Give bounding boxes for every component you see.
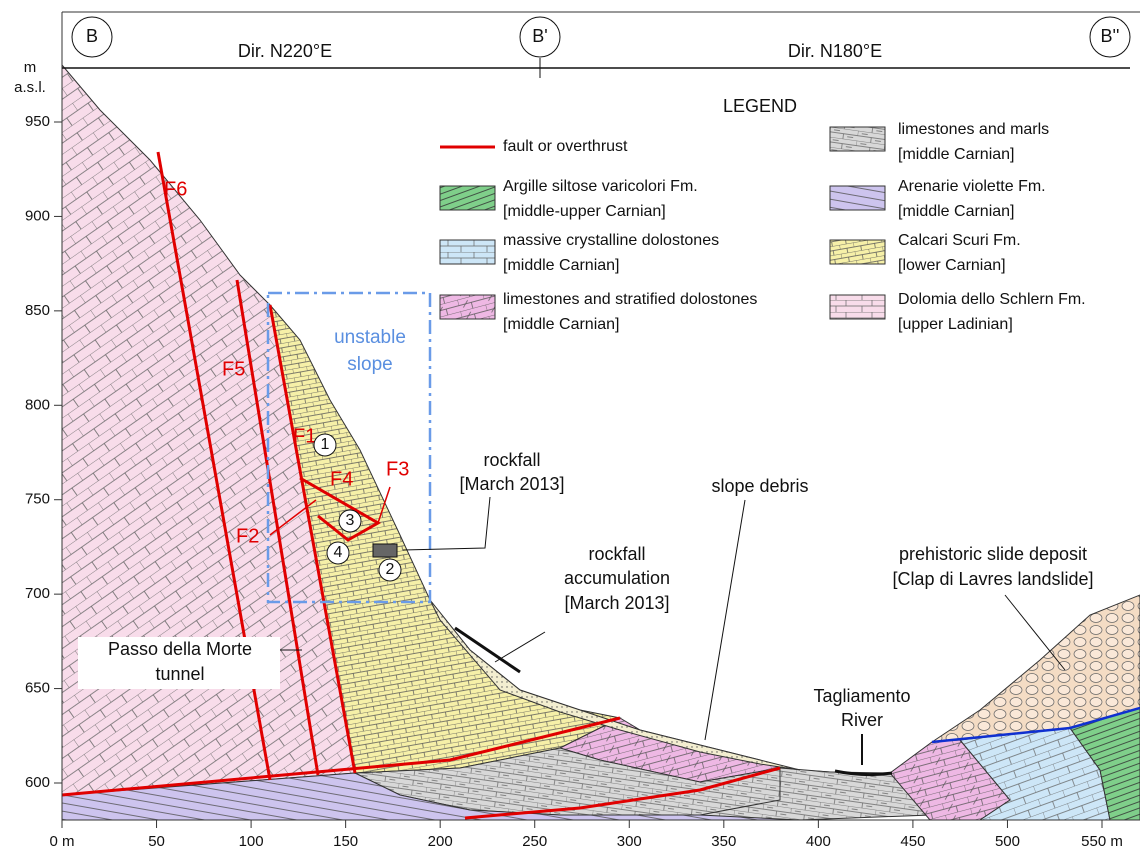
y-tick-label: 750 [25, 491, 50, 508]
direction: Dir. N220°E [238, 41, 332, 61]
debris-label: slope debris [711, 476, 808, 496]
legend-swatch [440, 240, 495, 264]
legend-label: massive crystalline dolostones [503, 232, 719, 249]
legend-swatch [440, 186, 495, 210]
y-tick-label: 700 [25, 585, 50, 602]
tunnel-label: Passo della Morte [108, 639, 252, 659]
y-tick-label: 800 [25, 396, 50, 413]
legend-label: fault or overthrust [503, 138, 628, 155]
site-label: 4 [334, 544, 343, 561]
legend-label: Argille siltose varicolori Fm. [503, 178, 698, 195]
pointer [1005, 595, 1065, 670]
x-tick-label: 550 m [1081, 833, 1123, 850]
y-tick-label: 950 [25, 113, 50, 130]
y-tick-label: 600 [25, 774, 50, 791]
y-unit: m [24, 59, 37, 76]
y-tick-label: 650 [25, 680, 50, 697]
section-marker: B [86, 26, 98, 46]
river-label: Tagliamento [813, 686, 910, 706]
slide-label: [Clap di Lavres landslide] [892, 569, 1093, 589]
fault-label: F4 [330, 468, 353, 490]
legend-swatch [440, 295, 495, 319]
legend-swatch [830, 295, 885, 319]
legend-swatch [830, 127, 885, 151]
fault-label: F6 [164, 178, 187, 200]
legend-swatch [830, 240, 885, 264]
direction: Dir. N180°E [788, 41, 882, 61]
unstable-label: unstable [334, 327, 406, 348]
x-tick-label: 350 [711, 833, 736, 850]
legend-label: limestones and stratified dolostones [503, 291, 757, 308]
y-unit: a.s.l. [14, 79, 46, 96]
legend-label: Dolomia dello Schlern Fm. [898, 291, 1086, 308]
legend: LEGEND fault or overthrust Argille silto… [440, 96, 1086, 333]
y-tick-label: 900 [25, 207, 50, 224]
pointer [495, 632, 545, 662]
legend-title: LEGEND [723, 96, 797, 116]
pointer [403, 497, 490, 550]
header: B B' B'' Dir. N220°E Dir. N180°E m a.s.l… [14, 17, 1130, 96]
legend-label: Arenarie violette Fm. [898, 178, 1046, 195]
x-tick-label: 50 [148, 833, 165, 850]
accumulation-label: [March 2013] [564, 593, 669, 613]
slide-label: prehistoric slide deposit [899, 544, 1087, 564]
x-tick-label: 100 [239, 833, 264, 850]
rockfall-label: rockfall [483, 450, 540, 470]
legend-label: [middle Carnian] [898, 146, 1015, 163]
x-tick-label: 450 [900, 833, 925, 850]
x-tick-label: 400 [806, 833, 831, 850]
legend-label: limestones and marls [898, 121, 1049, 138]
y-tick-label: 850 [25, 302, 50, 319]
x-tick-label: 200 [428, 833, 453, 850]
tunnel-label: tunnel [155, 664, 204, 684]
rockfall-label: [March 2013] [459, 474, 564, 494]
pointer [705, 500, 745, 740]
section-marker: B'' [1101, 26, 1120, 46]
legend-swatch [830, 186, 885, 210]
x-tick-label: 250 [522, 833, 547, 850]
x-tick-label: 500 [995, 833, 1020, 850]
x-tick-label: 0 m [49, 833, 74, 850]
fault-label: F1 [293, 425, 316, 447]
cross-section: 0 m 50 100 150 200 250 300 350 400 450 500 550 m 600… [0, 0, 1140, 854]
legend-label: [middle Carnian] [898, 203, 1015, 220]
site-label: 1 [321, 436, 330, 453]
legend-label: Calcari Scuri Fm. [898, 232, 1021, 249]
page: {"header": {"markers": ["B", "B'", "B''"… [0, 0, 1140, 859]
site-label: 3 [346, 512, 355, 529]
legend-label: [middle Carnian] [503, 316, 620, 333]
fault-label: F2 [236, 525, 259, 547]
section-marker: B' [532, 26, 547, 46]
rockfall-block [373, 544, 397, 557]
legend-label: [upper Ladinian] [898, 316, 1013, 333]
unstable-label: slope [347, 354, 392, 375]
river-label: River [841, 710, 883, 730]
legend-label: [lower Carnian] [898, 257, 1006, 274]
accumulation-label: rockfall [588, 544, 645, 564]
x-tick-label: 150 [333, 833, 358, 850]
site-label: 2 [386, 561, 395, 578]
accumulation-label: accumulation [564, 568, 670, 588]
x-tick-label: 300 [617, 833, 642, 850]
legend-label: [middle-upper Carnian] [503, 203, 666, 220]
legend-label: [middle Carnian] [503, 257, 620, 274]
fault-label: F5 [222, 358, 245, 380]
fault-label: F3 [386, 458, 409, 480]
